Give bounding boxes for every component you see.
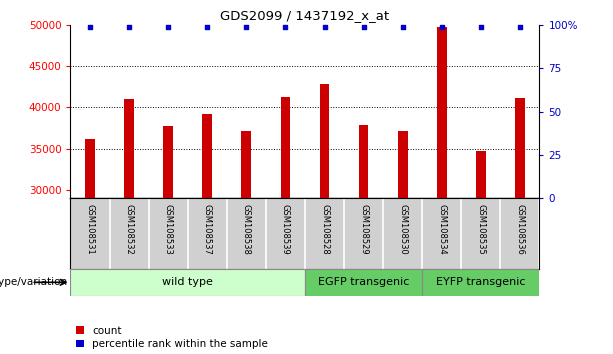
Bar [163, 126, 173, 198]
Bar [305, 269, 422, 296]
Text: genotype/variation: genotype/variation [0, 277, 67, 287]
Bar [319, 84, 329, 198]
Bar [359, 125, 368, 198]
Text: GSM108533: GSM108533 [164, 204, 173, 255]
Text: GSM108536: GSM108536 [516, 204, 524, 255]
Bar [515, 98, 525, 198]
Bar [124, 99, 134, 198]
Bar [202, 114, 212, 198]
Bar [437, 27, 447, 198]
Text: GSM108539: GSM108539 [281, 204, 290, 255]
Text: GSM108534: GSM108534 [437, 204, 446, 255]
Point [476, 24, 485, 29]
Point [398, 24, 408, 29]
Title: GDS2099 / 1437192_x_at: GDS2099 / 1437192_x_at [221, 9, 389, 22]
Text: GSM108531: GSM108531 [86, 204, 94, 255]
Text: GSM108530: GSM108530 [398, 204, 407, 255]
Text: GSM108528: GSM108528 [320, 204, 329, 255]
Point [359, 24, 368, 29]
Point [85, 24, 95, 29]
Text: GSM108538: GSM108538 [242, 204, 251, 255]
Point [202, 24, 212, 29]
Bar [85, 139, 95, 198]
Point [319, 24, 329, 29]
Text: EGFP transgenic: EGFP transgenic [318, 277, 409, 287]
Bar [398, 131, 408, 198]
Point [163, 24, 173, 29]
Bar [476, 151, 485, 198]
Bar [281, 97, 291, 198]
Point [124, 24, 134, 29]
Point [242, 24, 251, 29]
Point [515, 24, 525, 29]
Text: GSM108532: GSM108532 [124, 204, 134, 255]
Legend: count, percentile rank within the sample: count, percentile rank within the sample [75, 326, 268, 349]
Point [281, 24, 291, 29]
Text: wild type: wild type [162, 277, 213, 287]
Bar [242, 131, 251, 198]
Bar [422, 269, 539, 296]
Text: GSM108529: GSM108529 [359, 204, 368, 255]
Text: EYFP transgenic: EYFP transgenic [436, 277, 525, 287]
Text: GSM108535: GSM108535 [476, 204, 485, 255]
Text: GSM108537: GSM108537 [203, 204, 211, 255]
Bar [70, 269, 305, 296]
Point [437, 24, 447, 29]
